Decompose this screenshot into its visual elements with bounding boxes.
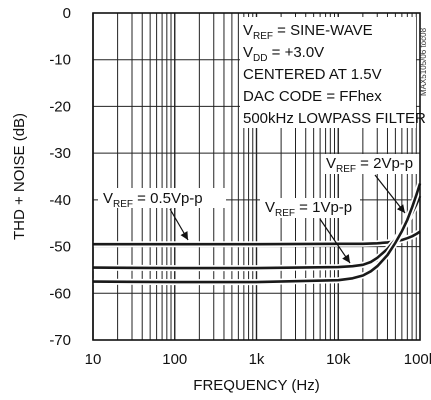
series-label-1-sub: REF [275,208,295,219]
series-line-0 [93,230,421,246]
series-label-0-rest: = 0.5Vp-p [133,190,203,207]
x-tick-label: 100k [404,351,431,368]
series-label-1-rest: = 1Vp-p [295,199,352,216]
series-label-2-sub: REF [336,164,356,175]
x-tick-label: 10 [85,351,102,368]
x-tick-label: 100 [162,351,187,368]
tick-labels: 0 -10 -20 -30 -40 -50 -60 -70 10 100 1k 10k 100k [49,5,431,368]
y-tick-label: -40 [49,192,71,209]
series-label-0-sub: REF [113,199,133,210]
series-label-1-main: V [265,199,275,216]
label-leader [374,174,406,214]
series-label-1: VREF = 1Vp-p [265,199,352,219]
y-tick-label: -10 [49,52,71,69]
condition-line-sub: DD [253,53,267,64]
conditions-backdrop [240,17,416,128]
label-leader [319,218,351,264]
condition-line: VREF = SINE-WAVE [243,22,373,42]
series-label-2-rest: = 2Vp-p [356,155,413,172]
condition-line-rest: = SINE-WAVE [273,22,373,39]
series-label-2: VREF = 2Vp-p [326,155,413,175]
condition-line: VDD = +3.0V [243,44,324,64]
label-arrowhead [396,204,405,213]
label-arrowhead [342,254,350,263]
series-label-0: VREF = 0.5Vp-p [103,190,203,210]
y-tick-label: -60 [49,285,71,302]
x-axis-label: FREQUENCY (Hz) [193,377,319,394]
series-line-2 [92,183,422,284]
series-label-backdrop [98,188,226,208]
condition-line-main: V [243,44,253,61]
series-label-backdrop [322,154,418,174]
plot-frame [92,12,421,341]
y-tick-label: -70 [49,332,71,349]
condition-line-main: 500kHz LOWPASS FILTER [243,110,426,127]
y-axis-label: THD + NOISE (dB) [11,113,28,240]
x-tick-label: 1k [249,351,265,368]
condition-line-main: V [243,22,253,39]
condition-line: DAC CODE = FFhex [243,88,382,105]
series-label-backdrop [260,198,360,218]
condition-line: CENTERED AT 1.5V [243,66,382,83]
condition-line: 500kHz LOWPASS FILTER [243,110,426,127]
label-arrowhead [180,231,188,240]
figure-id-label: MAX5105/06 toc08 [419,27,428,96]
curves [92,182,423,286]
series-label-0-main: V [103,190,113,207]
condition-line-main: DAC CODE = FFhex [243,88,382,105]
condition-line-main: CENTERED AT 1.5V [243,66,382,83]
y-tick-label: -50 [49,239,71,256]
series-label-2-main: V [326,155,336,172]
y-tick-label: 0 [63,5,71,22]
condition-line-sub: REF [253,31,273,42]
condition-line-rest: = +3.0V [267,44,324,61]
x-tick-label: 10k [326,351,351,368]
y-tick-label: -20 [49,98,71,115]
y-tick-label: -30 [49,145,71,162]
